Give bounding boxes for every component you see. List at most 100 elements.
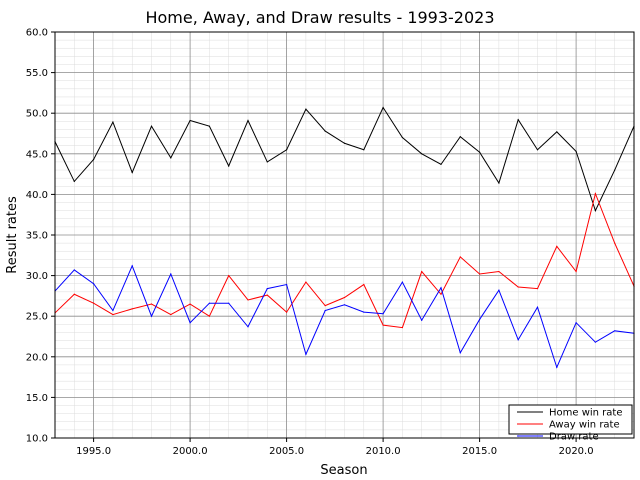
data-point-away-win-rate <box>401 326 403 329</box>
data-point-draw-rate <box>93 283 95 285</box>
data-point-away-win-rate <box>324 305 326 307</box>
data-point-away-win-rate <box>266 294 268 296</box>
y-tick-label: 20.0 <box>26 352 48 363</box>
data-point-away-win-rate <box>498 270 500 273</box>
data-point-away-win-rate <box>189 303 191 305</box>
x-axis-label: Season <box>320 463 367 478</box>
data-point-away-win-rate <box>556 245 558 247</box>
data-point-draw-rate <box>189 322 191 324</box>
data-point-draw-rate <box>324 309 326 312</box>
data-point-draw-rate <box>131 265 133 267</box>
data-point-draw-rate <box>150 315 153 317</box>
data-point-draw-rate <box>382 313 384 315</box>
data-point-home-win-rate <box>170 157 172 159</box>
data-point-home-win-rate <box>459 136 461 138</box>
data-point-away-win-rate <box>459 256 461 258</box>
legend-entry-label: Home win rate <box>549 408 623 419</box>
data-point-home-win-rate <box>575 150 577 152</box>
data-point-draw-rate <box>440 287 442 289</box>
data-point-away-win-rate <box>228 275 230 277</box>
data-point-home-win-rate <box>401 136 403 139</box>
data-point-draw-rate <box>286 283 288 286</box>
data-point-away-win-rate <box>421 270 423 273</box>
y-tick-label: 10.0 <box>26 434 48 445</box>
data-point-home-win-rate <box>594 210 597 212</box>
y-tick-label: 45.0 <box>26 149 48 160</box>
x-tick-label: 2015.0 <box>462 446 497 457</box>
data-point-home-win-rate <box>517 119 519 121</box>
data-point-away-win-rate <box>575 270 577 273</box>
data-point-home-win-rate <box>536 149 539 151</box>
data-point-away-win-rate <box>382 324 384 326</box>
data-point-away-win-rate <box>536 287 539 290</box>
y-tick-label: 25.0 <box>26 312 48 323</box>
x-axis-ticks: 1995.0 2000.0 2005.0 2010.0 2015.0 2020.0 <box>76 438 594 457</box>
data-point-home-win-rate <box>440 163 442 165</box>
legend-entry-label: Away win rate <box>549 420 620 431</box>
legend-entry-label: Draw rate <box>549 432 599 443</box>
data-point-draw-rate <box>208 302 210 304</box>
data-point-away-win-rate <box>170 313 172 316</box>
data-point-draw-rate <box>363 311 365 313</box>
data-point-draw-rate <box>614 330 616 332</box>
data-point-home-win-rate <box>382 106 384 109</box>
data-point-away-win-rate <box>440 293 442 295</box>
data-point-home-win-rate <box>324 130 326 132</box>
data-point-home-win-rate <box>247 119 249 122</box>
data-point-away-win-rate <box>131 308 133 310</box>
data-point-away-win-rate <box>363 283 365 286</box>
chart-title: Home, Away, and Draw results - 1993-2023 <box>145 8 494 27</box>
data-point-draw-rate <box>343 304 346 306</box>
data-point-home-win-rate <box>479 151 481 153</box>
series-lines <box>54 106 635 369</box>
y-tick-label: 30.0 <box>26 271 48 282</box>
data-point-draw-rate <box>401 281 403 283</box>
data-point-home-win-rate <box>286 149 288 151</box>
y-axis-ticks: 10.0 15.0 20.0 25.0 30.0 35.0 40.0 45.0 50.0 55.0… <box>26 28 55 445</box>
data-point-draw-rate <box>247 326 249 328</box>
data-point-away-win-rate <box>286 311 288 313</box>
data-point-home-win-rate <box>228 165 230 167</box>
data-point-home-win-rate <box>93 158 95 161</box>
data-point-home-win-rate <box>421 153 423 155</box>
data-point-draw-rate <box>266 287 268 290</box>
data-point-draw-rate <box>228 302 230 304</box>
x-tick-label: 2020.0 <box>559 446 594 457</box>
data-point-home-win-rate <box>343 142 346 144</box>
data-point-draw-rate <box>170 273 172 275</box>
data-point-draw-rate <box>536 306 539 308</box>
data-point-away-win-rate <box>112 313 114 316</box>
data-point-draw-rate <box>479 318 481 321</box>
data-point-away-win-rate <box>73 293 75 295</box>
data-point-draw-rate <box>112 309 114 312</box>
legend-box <box>508 404 633 435</box>
data-point-away-win-rate <box>479 273 481 275</box>
data-point-draw-rate <box>498 289 500 291</box>
data-point-away-win-rate <box>208 315 210 317</box>
data-point-away-win-rate <box>517 286 519 288</box>
data-point-home-win-rate <box>363 149 365 151</box>
data-point-home-win-rate <box>112 121 114 123</box>
y-tick-label: 55.0 <box>26 68 48 79</box>
x-tick-label: 2000.0 <box>173 446 208 457</box>
data-point-home-win-rate <box>131 171 133 174</box>
y-tick-label: 40.0 <box>26 190 48 201</box>
y-tick-label: 35.0 <box>26 231 48 242</box>
data-point-home-win-rate <box>150 125 153 127</box>
data-point-draw-rate <box>459 352 461 354</box>
data-point-draw-rate <box>556 366 558 368</box>
data-point-draw-rate <box>517 339 519 341</box>
data-point-draw-rate <box>575 322 577 324</box>
data-point-draw-rate <box>305 353 307 355</box>
data-point-home-win-rate <box>556 131 558 133</box>
data-point-away-win-rate <box>343 296 346 299</box>
x-tick-label: 2010.0 <box>366 446 401 457</box>
data-point-home-win-rate <box>73 180 75 183</box>
data-point-home-win-rate <box>498 182 500 184</box>
x-tick-label: 2005.0 <box>269 446 304 457</box>
data-point-home-win-rate <box>305 108 307 110</box>
data-point-draw-rate <box>421 319 423 321</box>
